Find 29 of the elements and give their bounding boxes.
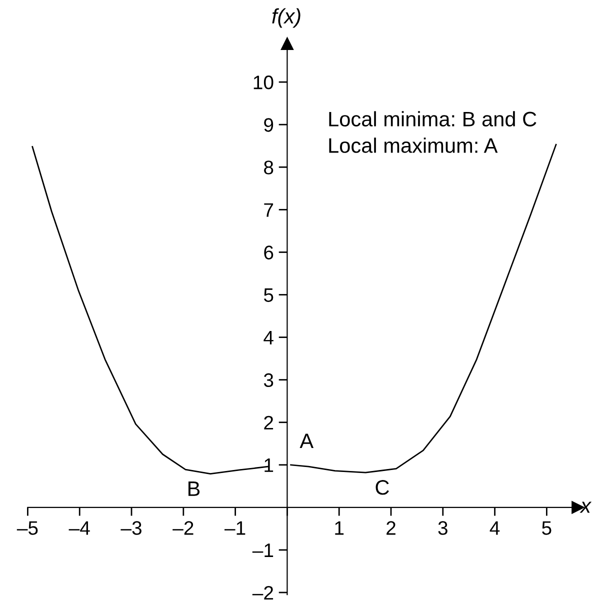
y-tick-label: 1	[264, 458, 274, 472]
y-tick-label: –2	[252, 586, 274, 600]
y-axis-title: f(x)	[272, 8, 300, 28]
x-tick-label: 4	[490, 521, 500, 535]
y-tick-label: 2	[264, 416, 274, 430]
x-tick-label: –1	[224, 521, 246, 535]
annotation: B	[188, 482, 200, 496]
x-axis-title: x	[580, 502, 592, 513]
y-tick-label: 8	[264, 160, 274, 174]
annotation: C	[376, 480, 389, 495]
y-tick-label: –1	[252, 544, 274, 558]
x-tick-label: –5	[16, 521, 38, 535]
x-tick-label: 1	[335, 521, 344, 535]
y-tick-label: 10	[254, 76, 274, 90]
annotation: Local minima: B and C	[329, 111, 536, 126]
y-tick-label: 9	[264, 118, 274, 132]
y-tick-label: 7	[264, 203, 274, 217]
x-tick-label: 3	[438, 521, 448, 535]
x-tick-label: –4	[68, 521, 90, 535]
y-tick-label: 3	[264, 373, 274, 388]
annotation: Local maximum: A	[329, 138, 498, 153]
y-tick-label: 5	[264, 288, 274, 302]
x-tick-label: 5	[542, 521, 552, 535]
y-tick-label: 6	[264, 246, 274, 260]
x-tick-label: 2	[386, 521, 396, 535]
x-tick-label: –3	[120, 521, 142, 535]
annotation: A	[300, 434, 314, 448]
x-tick-label: –2	[172, 521, 194, 535]
y-tick-label: 4	[264, 330, 274, 344]
